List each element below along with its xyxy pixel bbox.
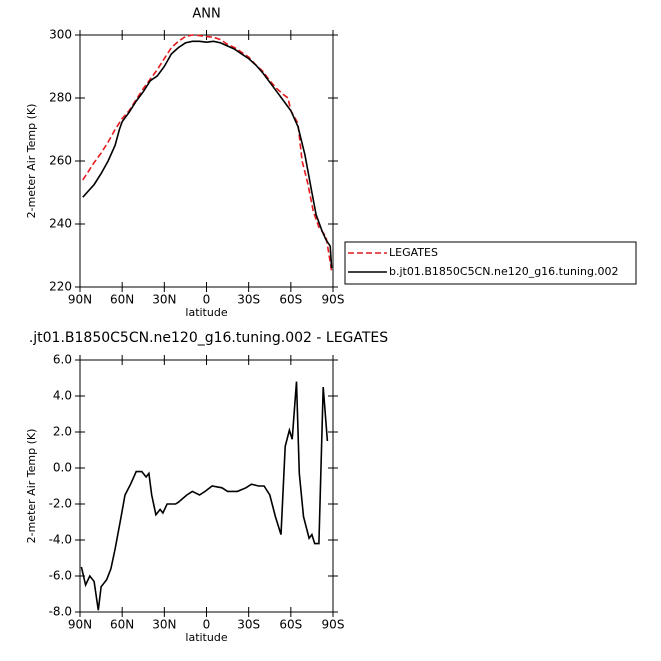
plot-frame [79,34,334,288]
y-tick-label: -2.0 [49,497,72,511]
x-tick-label: 30S [237,618,260,632]
y-tick-label: 240 [49,217,72,231]
legend-label: LEGATES [389,246,438,259]
data-line [82,40,333,269]
y-axis-label: 2-meter Air Temp (K) [25,429,38,544]
x-tick-label: 60N [110,618,134,632]
y-tick-label: 220 [49,280,72,294]
y-tick-label: 0.0 [53,461,72,475]
x-axis-label: latitude [185,306,227,319]
y-tick-label: 260 [49,154,72,168]
x-tick-label: 30N [152,618,176,632]
y-tick-label: -6.0 [49,569,72,583]
x-tick-label: 30N [152,293,176,307]
x-tick-label: 90S [322,618,345,632]
x-tick-label: 30S [237,293,260,307]
x-tick-label: 60S [279,293,302,307]
x-tick-label: 90S [322,293,345,307]
x-tick-label: 90N [68,618,92,632]
y-tick-label: 4.0 [53,389,72,403]
data-line [80,381,329,611]
legend-label: b.jt01.B1850C5CN.ne120_g16.tuning.002 [389,265,618,278]
y-tick-label: 6.0 [53,353,72,367]
y-tick-label: 300 [49,28,72,42]
x-tick-label: 90N [68,293,92,307]
x-axis-label: latitude [185,631,227,644]
y-tick-label: -4.0 [49,533,72,547]
x-tick-label: 0 [203,618,211,632]
y-tick-label: 280 [49,91,72,105]
chart-title: .jt01.B1850C5CN.ne120_g16.tuning.002 - L… [29,330,388,346]
x-tick-label: 60S [279,618,302,632]
legend-box [344,241,637,285]
y-tick-label: 2.0 [53,425,72,439]
data-line [82,34,333,272]
x-tick-label: 60N [110,293,134,307]
chart-title: ANN [192,7,220,22]
y-axis-label: 2-meter Air Temp (K) [25,104,38,219]
x-tick-label: 0 [203,293,211,307]
y-tick-label: -8.0 [49,605,72,619]
